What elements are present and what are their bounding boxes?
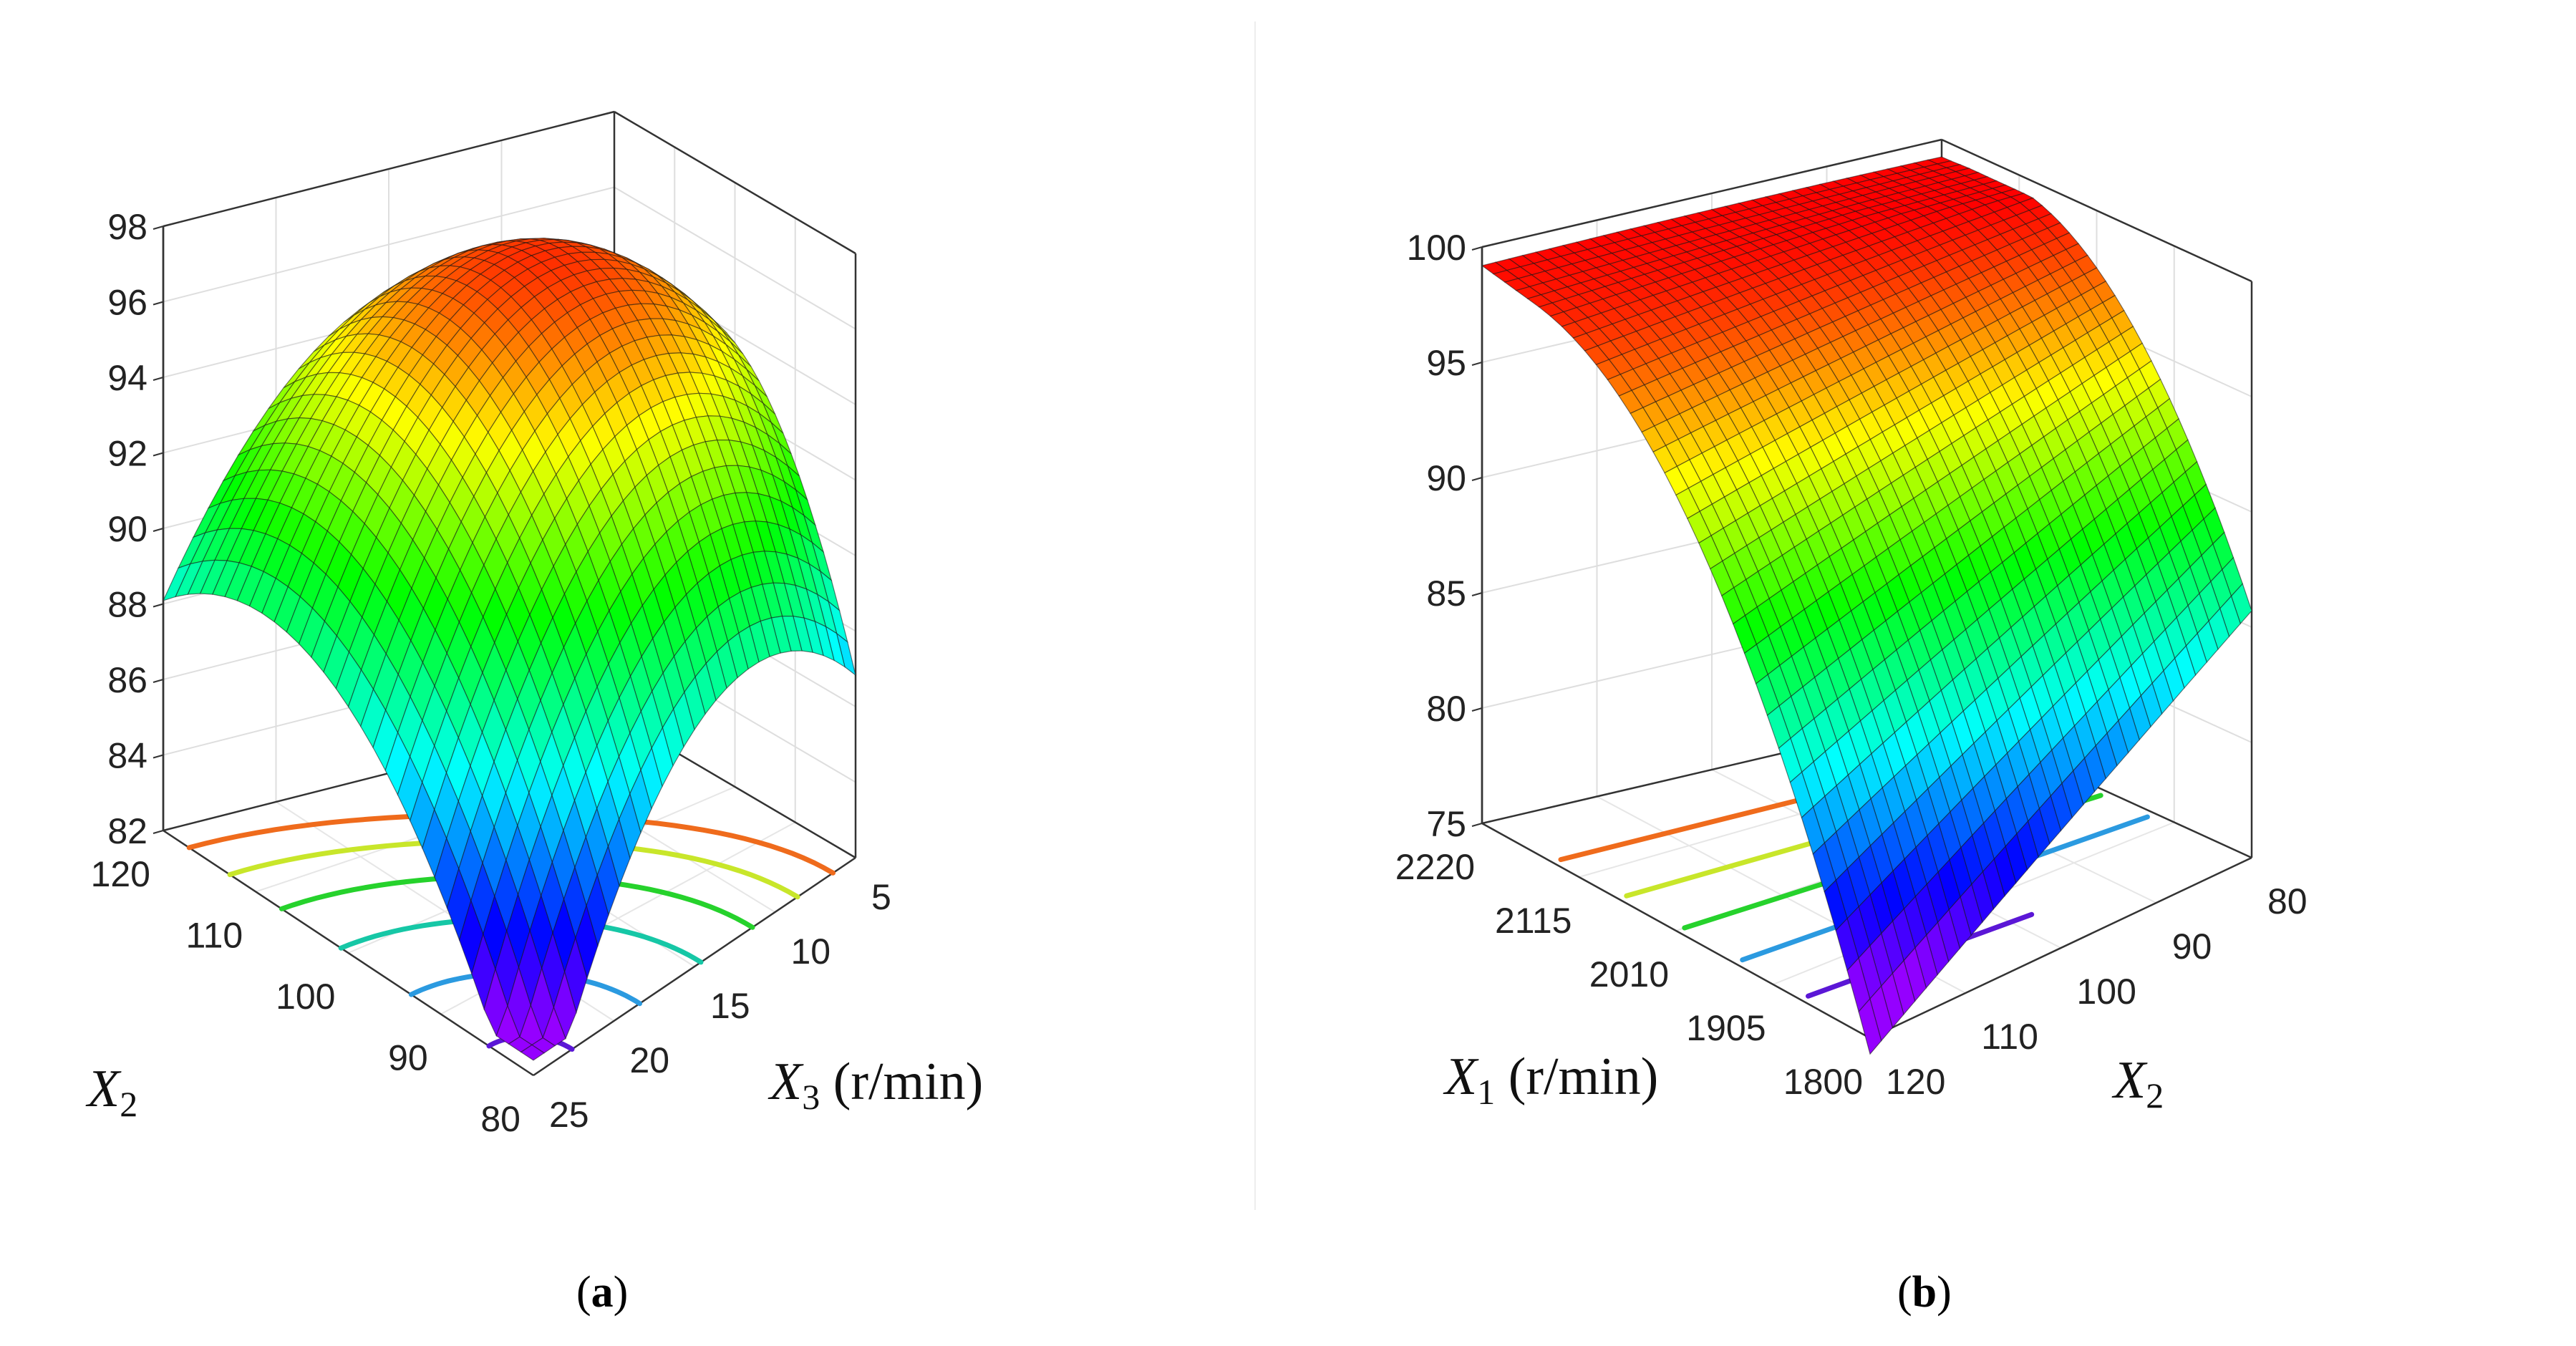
panel-a: 82 84 86 88 90 92 94 96 98 80 90 100 110 120 25 20 15 10 5… <box>85 110 983 1139</box>
z-tick-label: 82 <box>107 811 147 851</box>
z-tick-label: 90 <box>1426 458 1466 498</box>
x-tick-label: 110 <box>186 916 243 956</box>
z-tick <box>152 377 164 381</box>
z-tick-label: 90 <box>107 509 147 549</box>
y-tick-label: 10 <box>791 931 831 972</box>
y-tick-label: 90 <box>2172 926 2212 967</box>
axis-edge <box>1941 138 2252 283</box>
caption-b: (b) <box>1897 1268 1952 1317</box>
y-tick-label: 20 <box>630 1040 670 1080</box>
z-tick <box>1471 823 1483 827</box>
z-tick-label: 86 <box>107 660 147 700</box>
z-tick <box>1471 246 1483 251</box>
x-axis-title: X1 (r/min) <box>1443 1047 1658 1112</box>
z-tick-label: 95 <box>1426 343 1466 383</box>
surface-cell <box>1858 997 1882 1055</box>
axis-edge <box>1869 856 2252 1040</box>
z-tick-label: 96 <box>107 283 147 323</box>
x-tick-label: 1905 <box>1686 1008 1766 1048</box>
z-tick <box>152 679 164 683</box>
z-tick <box>152 452 164 457</box>
z-tick-label: 94 <box>107 358 147 398</box>
z-tick <box>152 528 164 532</box>
x-tick-label: 100 <box>276 977 335 1017</box>
axis-edge <box>533 856 856 1077</box>
z-tick <box>152 830 164 834</box>
x-tick-label: 1800 <box>1783 1062 1863 1102</box>
axis-edge <box>1481 138 1942 248</box>
z-tick-label: 75 <box>1426 804 1466 844</box>
y-tick-label: 5 <box>871 877 891 917</box>
y-tick-label: 80 <box>2267 881 2308 921</box>
x-tick-label: 120 <box>91 854 150 894</box>
x-tick-label: 2220 <box>1395 847 1475 887</box>
z-tick <box>152 226 164 230</box>
y-axis-title: X2 <box>2111 1051 2164 1115</box>
z-tick-label: 84 <box>107 736 147 776</box>
z-tick <box>152 301 164 306</box>
z-tick-label: 85 <box>1426 573 1466 614</box>
panel-b: 7580859095100180019052010211522201201101… <box>1395 138 2308 1115</box>
x-tick-label: 90 <box>388 1038 428 1078</box>
y-tick-label: 100 <box>2077 972 2136 1012</box>
z-tick-label: 88 <box>107 585 147 625</box>
z-tick <box>1471 707 1483 712</box>
x-axis: 1800 1905 2010 2115 2220 <box>1395 847 1863 1102</box>
y-axis: 120 110 100 90 80 <box>1886 881 2308 1102</box>
x-axis: 80 90 100 110 120 <box>91 854 520 1139</box>
x-tick-label: 2010 <box>1589 954 1669 994</box>
z-tick-label: 100 <box>1407 228 1466 268</box>
y-tick-label: 15 <box>710 986 750 1026</box>
y-tick-label: 110 <box>1981 1017 2038 1057</box>
z-tick <box>1471 592 1483 596</box>
z-tick-label: 98 <box>107 207 147 247</box>
caption-a: (a) <box>576 1268 629 1317</box>
axis-edge <box>163 110 615 228</box>
z-tick <box>152 754 164 759</box>
y-tick-label: 120 <box>1886 1062 1945 1102</box>
caption-b-letter: b <box>1912 1268 1937 1317</box>
z-tick <box>1471 362 1483 366</box>
z-axis: 82 84 86 88 90 92 94 96 98 <box>107 207 165 851</box>
surface-cell <box>520 1044 546 1061</box>
z-tick <box>1471 477 1483 481</box>
response-surface <box>1481 156 2252 1055</box>
z-tick <box>152 603 164 608</box>
x-tick-label: 80 <box>480 1099 520 1139</box>
axis-edge <box>1481 822 1871 1040</box>
axis-edge <box>163 829 534 1077</box>
caption-a-letter: a <box>591 1268 614 1317</box>
z-tick-label: 92 <box>107 434 147 474</box>
gridline <box>163 110 856 254</box>
response-surface <box>162 238 856 1061</box>
x-axis-title: X2 <box>85 1060 137 1124</box>
y-tick-label: 25 <box>549 1095 589 1135</box>
y-axis: 25 20 15 10 5 <box>549 877 891 1135</box>
panel-divider <box>1254 21 1256 1210</box>
y-axis-title: X3 (r/min) <box>768 1052 983 1117</box>
axis-edge <box>614 110 856 255</box>
z-tick-label: 80 <box>1426 689 1466 729</box>
z-axis: 75 80 85 90 95 100 <box>1407 228 1483 844</box>
x-tick-label: 2115 <box>1495 901 1572 941</box>
